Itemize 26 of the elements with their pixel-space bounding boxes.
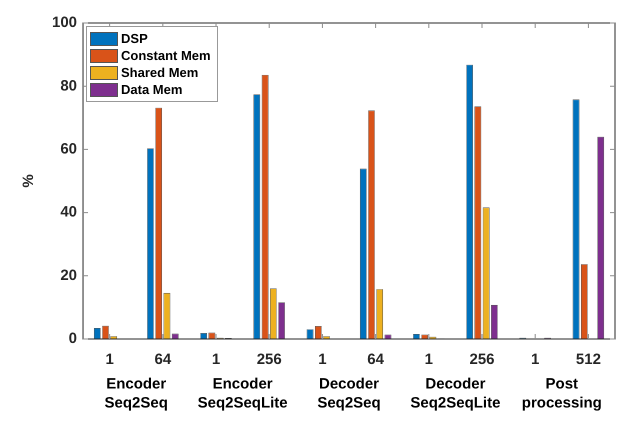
x-tick-label: 64: [154, 351, 172, 368]
text: Post processing: [522, 376, 602, 412]
x-tick-label: 256: [469, 351, 495, 368]
y-tick-label: 40: [60, 204, 78, 221]
x-tick-label: 1: [318, 351, 327, 368]
y-tick-label: 60: [60, 140, 78, 158]
text: Decoder Seq2Seq: [317, 376, 381, 412]
y-axis-title: %: [20, 174, 38, 188]
x-tick-label: 1: [212, 351, 220, 368]
y-tick-label: 20: [60, 266, 78, 284]
legend-label: Shared Mem: [121, 65, 198, 80]
x-tick-label: 256: [256, 351, 282, 368]
legend-label: Data Mem: [121, 82, 182, 97]
text: Decoder Seq2SeqLite: [410, 376, 500, 412]
x-tick-label: 1: [424, 351, 433, 368]
y-tick-label: 0: [68, 330, 78, 348]
y-tick-label: 100: [52, 14, 78, 32]
x-tick-label: 64: [367, 351, 385, 368]
x-tick-label: 1: [105, 351, 114, 368]
text: Encoder Seq2Seq: [104, 376, 168, 412]
x-tick-label: 512: [576, 351, 601, 368]
text: Encoder Seq2SeqLite: [198, 376, 288, 412]
y-tick-label: 80: [60, 77, 78, 94]
x-tick-label: 1: [531, 351, 540, 368]
legend-label: Constant Mem: [121, 48, 211, 63]
legend-label: DSP: [121, 31, 148, 46]
